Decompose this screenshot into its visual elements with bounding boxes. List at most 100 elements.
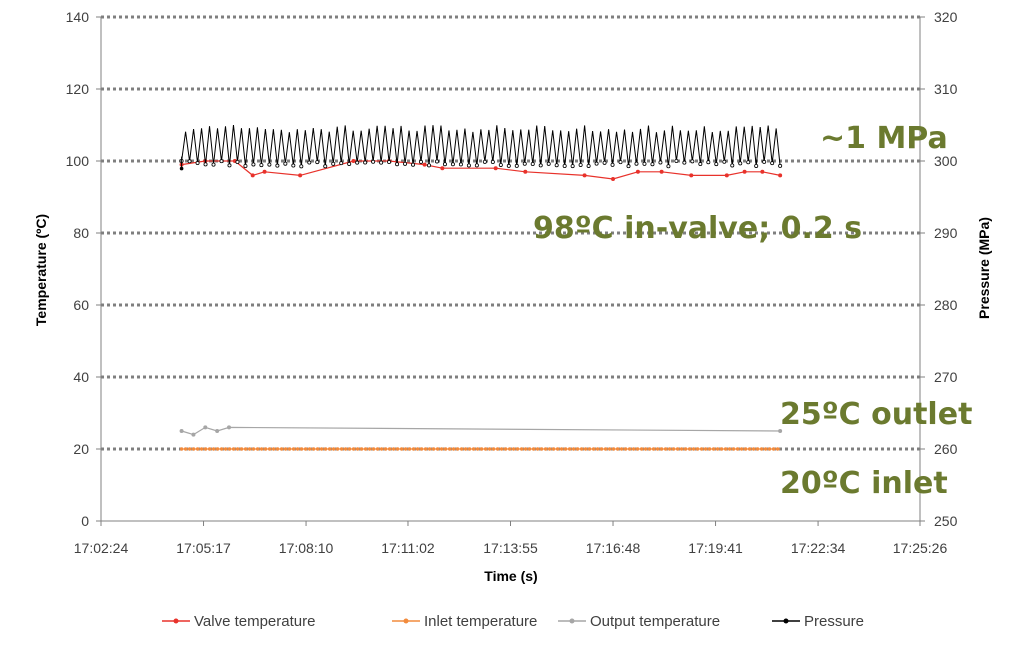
data-point xyxy=(719,447,724,451)
data-point xyxy=(283,447,288,451)
data-point xyxy=(239,447,244,451)
x-axis-ticks: 17:02:24 17:05:17 17:08:10 17:11:02 17:13:55… xyxy=(74,521,948,556)
data-point xyxy=(675,447,680,451)
legend: Valve temperature Inlet temperature Output… xyxy=(162,613,864,630)
data-point xyxy=(763,447,768,451)
data-point xyxy=(493,166,498,171)
y2-tick-label: 320 xyxy=(934,9,958,25)
legend-label: Output temperature xyxy=(590,613,720,630)
data-point xyxy=(347,447,352,451)
data-point xyxy=(755,447,760,451)
data-point xyxy=(491,447,496,451)
data-point xyxy=(579,447,584,451)
data-point xyxy=(689,173,694,178)
pressure-point xyxy=(610,162,615,167)
pressure-line xyxy=(181,124,781,167)
data-point xyxy=(455,447,460,451)
data-point xyxy=(639,447,644,451)
pressure-point xyxy=(187,159,192,164)
pressure-point xyxy=(466,163,471,168)
data-point xyxy=(575,447,580,451)
data-point xyxy=(415,447,420,451)
legend-label: Valve temperature xyxy=(194,613,315,630)
data-point xyxy=(735,447,740,451)
y-tick-label: 60 xyxy=(73,297,89,313)
x-tick-label: 17:25:26 xyxy=(893,540,948,556)
y2-tick-label: 280 xyxy=(934,297,958,313)
data-point xyxy=(595,447,600,451)
data-point xyxy=(671,447,676,451)
data-point xyxy=(203,425,208,430)
data-point xyxy=(775,447,780,451)
data-point xyxy=(663,447,668,451)
data-point xyxy=(527,447,532,451)
data-point xyxy=(207,447,212,451)
data-point xyxy=(203,447,208,451)
pressure-point xyxy=(498,162,503,167)
data-point xyxy=(395,447,400,451)
pressure-point xyxy=(331,161,336,166)
data-point xyxy=(335,447,340,451)
pressure-point xyxy=(371,159,376,164)
data-point xyxy=(707,447,712,451)
data-point xyxy=(523,169,528,174)
pressure-point xyxy=(698,162,703,167)
pressure-point xyxy=(219,159,224,164)
data-point xyxy=(463,447,468,451)
data-point xyxy=(475,447,480,451)
pressure-point xyxy=(259,163,264,168)
data-point xyxy=(387,447,392,451)
data-point xyxy=(727,447,732,451)
data-point xyxy=(179,429,184,433)
data-point xyxy=(179,447,184,451)
pressure-point xyxy=(770,161,775,166)
data-point xyxy=(731,447,736,451)
data-point xyxy=(543,447,548,451)
data-point xyxy=(447,447,452,451)
legend-marker xyxy=(173,618,179,624)
data-point xyxy=(627,447,632,451)
data-point xyxy=(407,447,412,451)
pressure-point xyxy=(634,161,639,166)
data-point xyxy=(659,169,664,174)
series-group xyxy=(179,124,783,451)
data-point xyxy=(679,447,684,451)
data-point xyxy=(227,425,232,430)
data-point xyxy=(422,162,427,167)
data-point xyxy=(211,447,216,451)
data-point xyxy=(419,447,424,451)
pressure-point xyxy=(650,162,655,167)
y-tick-label: 40 xyxy=(73,369,89,385)
pressure-point xyxy=(363,160,368,165)
data-point xyxy=(655,447,660,451)
data-point xyxy=(199,447,204,451)
x-tick-label: 17:13:55 xyxy=(483,540,538,556)
data-point xyxy=(587,447,592,451)
data-point xyxy=(567,447,572,451)
pressure-point xyxy=(315,160,320,165)
data-point xyxy=(371,447,376,451)
data-point xyxy=(355,447,360,451)
data-point xyxy=(391,447,396,451)
data-point xyxy=(303,447,308,451)
data-point xyxy=(635,169,640,174)
data-point xyxy=(191,447,196,451)
data-point xyxy=(351,159,356,163)
data-point xyxy=(507,447,512,451)
data-point xyxy=(631,447,636,451)
data-point xyxy=(247,447,252,451)
data-point xyxy=(742,169,747,174)
pressure-point xyxy=(570,164,575,169)
data-point xyxy=(551,447,556,451)
pressure-point xyxy=(355,160,360,165)
data-point xyxy=(299,447,304,451)
data-point xyxy=(691,447,696,451)
data-point xyxy=(778,429,783,433)
data-point xyxy=(603,447,608,451)
annotation-valve: 98ºC in-valve; 0.2 s xyxy=(533,211,862,246)
pressure-point xyxy=(626,164,631,169)
data-point xyxy=(263,447,268,451)
data-point xyxy=(687,447,692,451)
pressure-point xyxy=(179,166,184,171)
data-point xyxy=(751,447,756,451)
